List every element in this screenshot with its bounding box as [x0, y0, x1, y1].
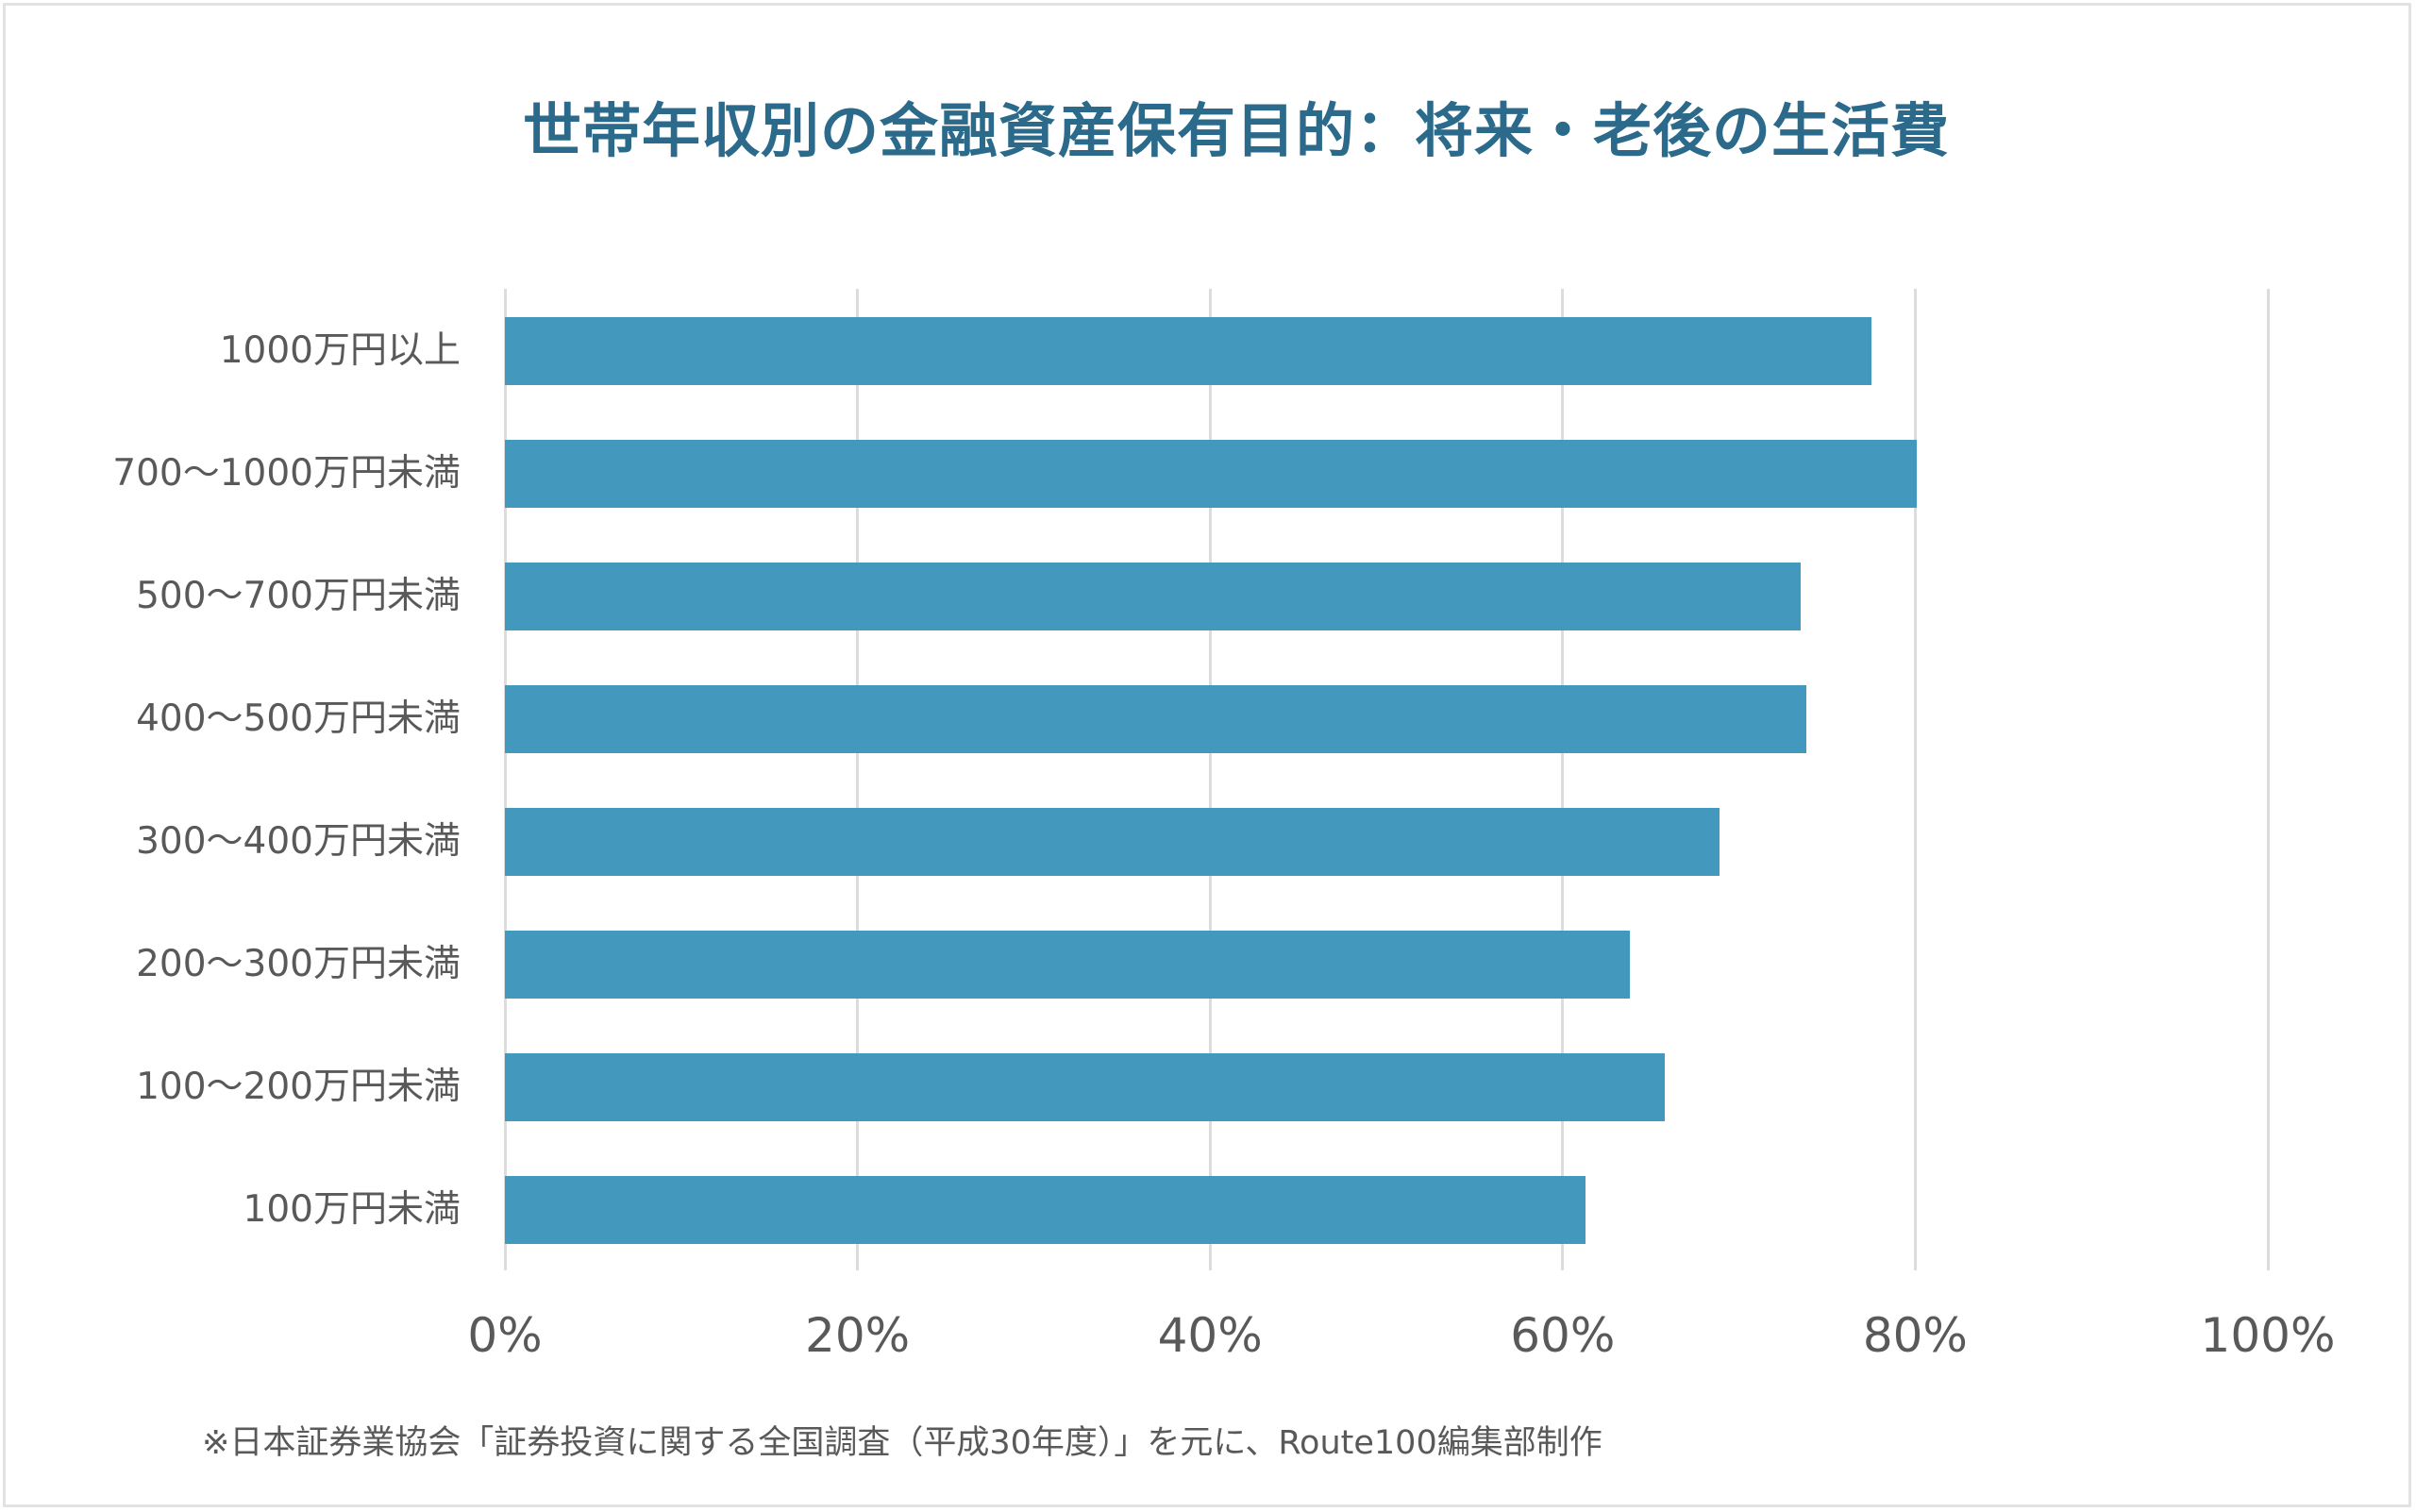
y-axis-category-label: 500～700万円未満 — [136, 575, 461, 617]
gridline — [1561, 289, 1565, 1270]
gridline — [1913, 289, 1917, 1270]
x-axis-tick-label: 100% — [2200, 1308, 2336, 1363]
y-axis-category-label: 700～1000万円未満 — [112, 452, 461, 495]
chart-title: 世帯年収別の金融資産保有目的：将来・老後の生活費 — [522, 96, 1950, 165]
x-axis-tick-label: 60% — [1510, 1308, 1616, 1363]
gridline — [2266, 289, 2270, 1270]
y-axis-category-label: 400～500万円未満 — [136, 697, 461, 740]
bar — [505, 563, 1801, 630]
gridline — [503, 289, 507, 1270]
source-footnote: ※日本証券業協会「証券投資に関する全国調査（平成30年度）」を元に、Route1… — [202, 1424, 1602, 1462]
x-axis-tick-label: 80% — [1862, 1308, 1968, 1363]
gridline — [1208, 289, 1212, 1270]
x-axis-tick-label: 20% — [805, 1308, 911, 1363]
bar — [505, 1053, 1666, 1121]
x-axis-tick-label: 0% — [467, 1308, 543, 1363]
y-axis-category-label: 200～300万円未満 — [136, 943, 461, 985]
bar — [505, 931, 1630, 999]
chart-card — [3, 3, 2411, 1507]
bar — [505, 317, 1871, 385]
bar — [505, 1176, 1586, 1244]
y-axis-category-label: 100万円未満 — [243, 1188, 461, 1231]
bar — [505, 685, 1806, 753]
y-axis-category-label: 1000万円以上 — [219, 329, 461, 372]
y-axis-category-label: 100～200万円未満 — [136, 1066, 461, 1108]
y-axis-category-label: 300～400万円未満 — [136, 820, 461, 863]
gridline — [856, 289, 860, 1270]
bar — [505, 440, 1918, 508]
x-axis-tick-label: 40% — [1157, 1308, 1263, 1363]
bar — [505, 808, 1720, 876]
